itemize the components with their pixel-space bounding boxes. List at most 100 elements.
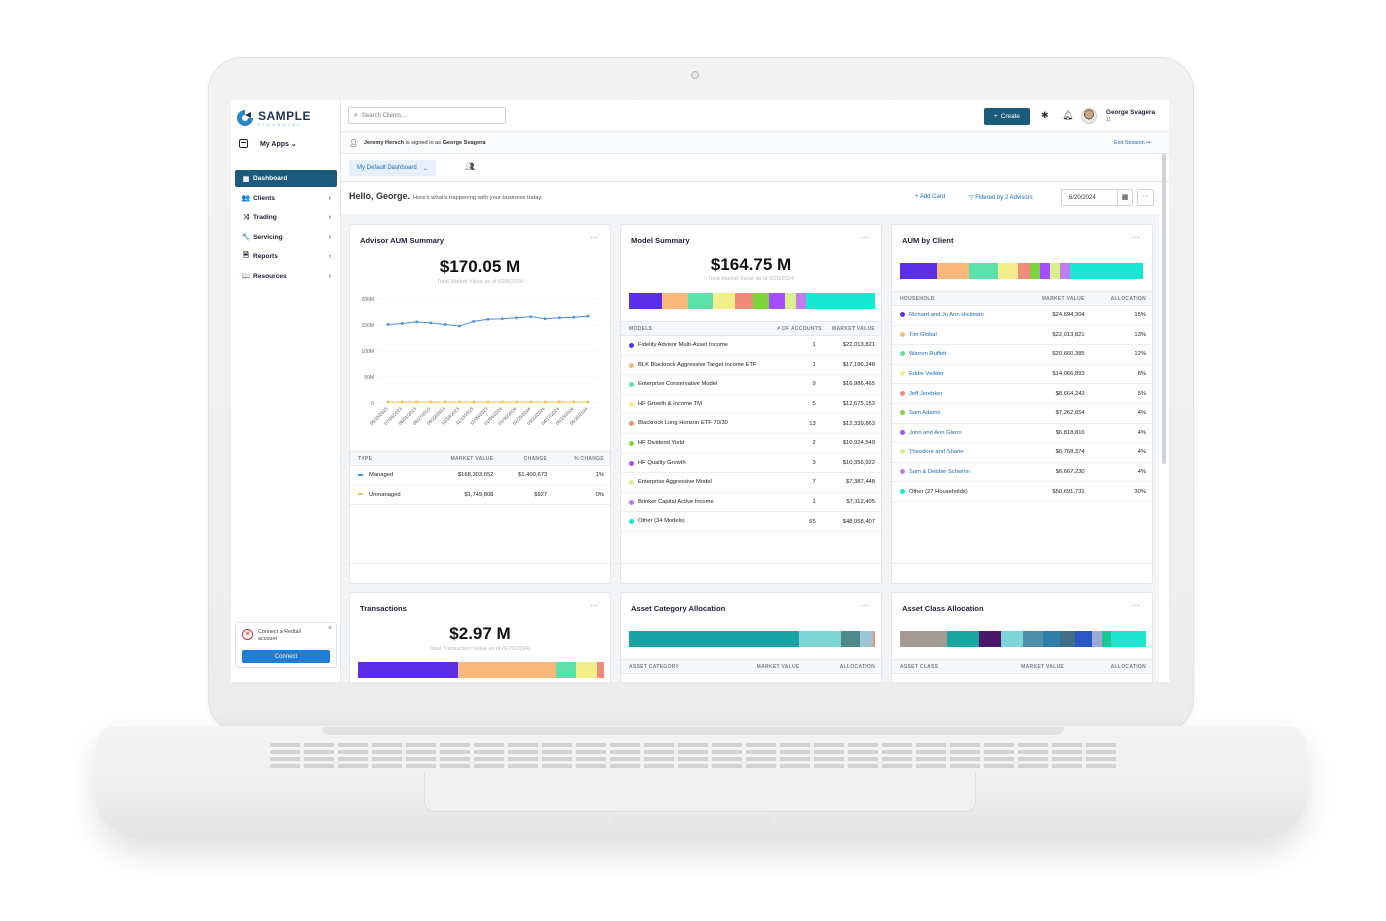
table-row[interactable]: Warren Ruffett $20,660,385 12% bbox=[892, 344, 1152, 365]
puzzle-icon[interactable]: ✱ bbox=[1041, 110, 1049, 120]
bar-segment[interactable] bbox=[752, 293, 770, 309]
household-name[interactable]: Sam Adams bbox=[909, 410, 941, 417]
close-icon[interactable]: × bbox=[327, 625, 332, 632]
bar-segment[interactable] bbox=[1091, 631, 1102, 647]
data-point[interactable] bbox=[415, 320, 418, 324]
table-row[interactable]: Fidelity Advisor Multi-Asset Income 1 $22,… bbox=[621, 335, 881, 356]
my-apps-menu[interactable]: My Apps ⌄ bbox=[239, 139, 297, 148]
household-cell[interactable]: Tim Global bbox=[892, 325, 1019, 346]
connect-button[interactable]: Connect bbox=[242, 650, 330, 663]
scrollbar[interactable] bbox=[1162, 154, 1166, 464]
data-point[interactable] bbox=[515, 316, 518, 320]
household-cell[interactable]: Richard and Jo Ann Hickman bbox=[892, 305, 1019, 326]
bar-segment[interactable] bbox=[713, 293, 735, 309]
bell-icon[interactable]: 🔔︎ bbox=[1062, 110, 1074, 120]
dashboard-selector[interactable]: My Default Dashboard ⌄ bbox=[349, 160, 436, 176]
sidebar-item-resources[interactable]: 📖 Resources › bbox=[235, 268, 337, 285]
card-menu-icon[interactable]: ··· bbox=[590, 233, 598, 242]
bar-segment[interactable] bbox=[1059, 263, 1070, 279]
bar-segment[interactable] bbox=[734, 293, 753, 309]
data-point[interactable] bbox=[543, 317, 547, 321]
table-row[interactable]: Richard and Jo Ann Hickman $24,694,304 15% bbox=[892, 305, 1152, 326]
user-name[interactable]: George Svagera bbox=[1106, 109, 1156, 116]
exit-session-link[interactable]: Exit Session ↦ bbox=[1114, 140, 1151, 146]
card-menu-icon[interactable]: ··· bbox=[1132, 233, 1140, 242]
data-point[interactable] bbox=[572, 400, 576, 404]
household-cell[interactable]: Warren Ruffett bbox=[892, 344, 1019, 365]
table-row[interactable]: John and Ann Glenn $6,818,816 4% bbox=[892, 423, 1152, 444]
table-row[interactable]: BLK Blackrock Aggressive Target Income E… bbox=[621, 355, 881, 376]
bar-segment[interactable] bbox=[1022, 631, 1043, 647]
bar-segment[interactable] bbox=[1050, 263, 1060, 279]
data-point[interactable] bbox=[458, 400, 461, 404]
data-point[interactable] bbox=[529, 400, 533, 404]
bar-segment[interactable] bbox=[784, 293, 796, 309]
household-cell[interactable]: Jeff Jerebker bbox=[892, 383, 1019, 404]
card-menu-icon[interactable]: ··· bbox=[861, 601, 869, 610]
card-menu-icon[interactable]: ··· bbox=[590, 601, 598, 610]
table-row[interactable]: Sam Adams $7,262,654 4% bbox=[892, 403, 1152, 424]
table-row[interactable]: Eddie Vedder $14,066,893 8% bbox=[892, 364, 1152, 385]
household-name[interactable]: Eddie Vedder bbox=[909, 371, 944, 378]
bar-segment[interactable] bbox=[860, 631, 873, 647]
bar-segment[interactable] bbox=[1040, 263, 1050, 279]
bar-segment[interactable] bbox=[946, 631, 979, 647]
bar-segment[interactable] bbox=[1069, 263, 1144, 279]
data-point[interactable] bbox=[443, 400, 447, 404]
household-cell[interactable]: Eddie Vedder bbox=[892, 364, 1019, 385]
bar-segment[interactable] bbox=[596, 662, 604, 678]
data-point[interactable] bbox=[400, 322, 404, 325]
data-point[interactable] bbox=[572, 315, 576, 319]
household-cell[interactable]: Sam Adams bbox=[892, 403, 1019, 424]
bar-segment[interactable] bbox=[629, 631, 799, 647]
data-point[interactable] bbox=[558, 400, 561, 404]
data-point[interactable] bbox=[500, 317, 504, 321]
data-point[interactable] bbox=[558, 316, 561, 320]
data-point[interactable] bbox=[500, 400, 504, 404]
date-picker[interactable]: 6/20/2024 ▦ bbox=[1061, 189, 1133, 206]
data-point[interactable] bbox=[472, 400, 476, 404]
household-name[interactable]: Richard and Jo Ann Hickman bbox=[909, 312, 984, 319]
household-name[interactable]: Tim Global bbox=[909, 331, 937, 338]
bar-segment[interactable] bbox=[798, 631, 841, 647]
household-name[interactable]: Warren Ruffett bbox=[909, 351, 947, 358]
table-row[interactable]: Other (27 Households) $50,691,731 30% bbox=[892, 481, 1152, 502]
table-row[interactable]: Brinker Capital Active Income 1 $7,112,405 bbox=[621, 492, 881, 513]
bar-segment[interactable] bbox=[998, 263, 1019, 279]
bar-segment[interactable] bbox=[769, 293, 785, 309]
bar-segment[interactable] bbox=[575, 662, 597, 678]
table-row[interactable]: Tim Global $22,013,821 13% bbox=[892, 325, 1152, 346]
data-point[interactable] bbox=[529, 315, 533, 319]
bar-segment[interactable] bbox=[900, 263, 937, 279]
bar-segment[interactable] bbox=[1074, 631, 1092, 647]
card-menu-icon[interactable]: ··· bbox=[861, 233, 869, 242]
bar-segment[interactable] bbox=[1030, 263, 1041, 279]
table-row[interactable]: Sam & Debbie Schwinn $6,667,230 4% bbox=[892, 462, 1152, 483]
data-point[interactable] bbox=[543, 400, 547, 404]
bar-segment[interactable] bbox=[1101, 631, 1112, 647]
bar-segment[interactable] bbox=[629, 293, 663, 309]
table-row[interactable]: Jeff Jerebker $8,664,243 5% bbox=[892, 383, 1152, 404]
table-row[interactable]: Blackrock Long Horizon ETF 70/30 13 $12,33… bbox=[621, 413, 881, 434]
bar-segment[interactable] bbox=[900, 631, 947, 647]
table-row[interactable]: Enterprise Aggressive Model 7 $7,387,448 bbox=[621, 472, 881, 493]
household-name[interactable]: John and Ann Glenn bbox=[909, 429, 962, 436]
avatar[interactable] bbox=[1081, 108, 1097, 124]
search-input[interactable]: ⌕ Search Clients... bbox=[348, 107, 506, 124]
bar-segment[interactable] bbox=[795, 293, 807, 309]
sidebar-item-servicing[interactable]: 🔧 Servicing › bbox=[235, 229, 337, 246]
bar-segment[interactable] bbox=[1042, 631, 1060, 647]
table-row[interactable]: Enterprise Conservative Model 9 $16,986,46… bbox=[621, 374, 881, 395]
bar-segment[interactable] bbox=[872, 631, 875, 647]
bar-segment[interactable] bbox=[968, 263, 999, 279]
card-menu-icon[interactable]: ··· bbox=[1132, 601, 1140, 610]
data-point[interactable] bbox=[386, 400, 390, 404]
table-row[interactable]: HF Dividend Yield 2 $10,924,549 bbox=[621, 433, 881, 454]
bar-segment[interactable] bbox=[457, 662, 557, 678]
sidebar-item-trading[interactable]: ⤨ Trading › bbox=[235, 209, 337, 226]
sidebar-item-dashboard[interactable]: ▦ Dashboard bbox=[235, 170, 337, 187]
bar-segment[interactable] bbox=[662, 293, 689, 309]
household-cell[interactable]: Sam & Debbie Schwinn bbox=[892, 462, 1019, 483]
bar-segment[interactable] bbox=[688, 293, 714, 309]
household-cell[interactable]: Theodore and Sharie bbox=[892, 442, 1019, 463]
